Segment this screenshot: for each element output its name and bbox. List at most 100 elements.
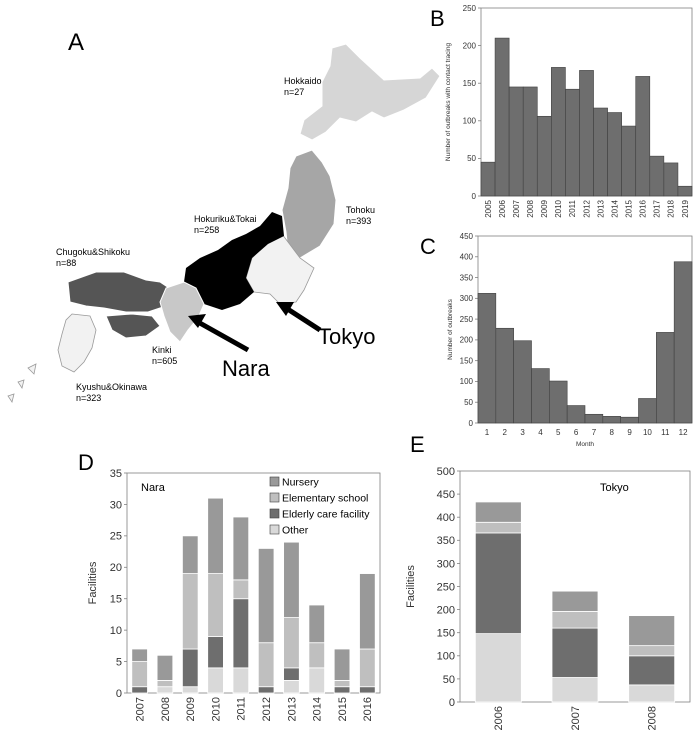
bar-d-nursery-2011 [232,516,250,581]
nara-callout: Nara [222,356,270,381]
bar-b-2009 [536,115,552,197]
bar-b-2007 [508,86,524,197]
bar-c-2 [495,327,514,424]
chart-d-xtick-label: 2009 [185,697,197,721]
bar-d-elementary-school-2008 [156,680,174,688]
bar-d-other-2011 [232,667,250,694]
chart-e-ytick-label: 300 [437,558,455,570]
count-kinki: n=605 [152,356,177,366]
bar-e-elderly-care-facility-2006 [474,532,522,635]
bar-c-7 [584,413,604,424]
chart-e-ylabel: Facilities [405,565,417,608]
chart-c-ytick-label: 400 [460,253,474,262]
chart-c-xtick-label: 10 [643,428,652,437]
chart-d-plot-frame [126,472,381,694]
bar-b-2008 [522,86,538,197]
bar-c-1 [477,293,497,424]
chart-c-ytick-label: 150 [460,356,474,365]
bar-e-elementary-school-2007 [551,611,599,629]
chart-e-ytick-label: 250 [437,581,455,593]
chart-d-ytick-label: 0 [116,688,122,700]
chart-c-ytick-label: 350 [460,273,474,282]
panel-a-label: A [68,29,84,56]
chart-b-xtick-label: 2008 [526,199,535,217]
chart-d-ytick-label: 15 [110,594,122,606]
chart-d-ytick-label: 25 [110,531,122,543]
chart-e-xtick-label: 2008 [647,706,659,730]
legend-swatch-elderly-care-facility [269,508,280,519]
region-kinki [159,281,205,343]
region-tohoku [281,149,337,259]
bar-d-nursery-2012 [257,548,275,644]
legend-label-elementary-school: Elementary school [282,493,368,505]
region-shikoku [105,313,161,339]
bar-b-2011 [565,88,580,197]
bar-d-elementary-school-2014 [308,642,325,669]
legend-label-elderly-care-facility: Elderly care facility [282,509,370,521]
region-okinawa [7,363,37,403]
bar-d-elderly-care-facility-2012 [257,686,275,694]
chart-d-ytick-label: 10 [110,625,122,637]
bar-b-2012 [579,70,594,197]
chart-b-ytick-label: 150 [463,79,477,88]
bar-d-elderly-care-facility-2007 [131,686,148,694]
chart-c-ylabel: Number of outbreaks [447,298,454,359]
bar-e-other-2007 [551,677,599,703]
chart-b-ylabel: Number of outbreaks with contact tracing [445,43,452,162]
chart-e-xtick-label: 2006 [493,706,505,730]
bar-c-10 [638,398,657,424]
chart-c-xtick-label: 7 [592,428,597,437]
region-hokkaido [299,43,441,141]
bar-d-elementary-school-2015 [333,680,351,688]
chart-c-ytick-label: 250 [460,315,474,324]
chart-b-xtick-label: 2019 [681,199,690,217]
chart-c-ytick-label: 300 [460,294,474,303]
chart-d-legend: Nursery Elementary school Elderly care fac… [269,476,370,537]
chart-c-ytick-label: 200 [460,336,474,345]
bar-d-nursery-2013 [283,541,300,618]
bar-b-2017 [649,155,665,197]
bar-b-2019 [677,185,693,197]
legend-swatch-nursery [269,476,280,487]
bar-d-other-2013 [283,680,300,694]
bar-d-nursery-2007 [131,648,148,662]
chart-b-xtick-label: 2009 [540,199,549,217]
bar-b-2013 [593,107,608,197]
chart-b-xtick-label: 2006 [498,199,507,217]
bar-d-elderly-care-facility-2011 [232,598,250,669]
bar-e-elementary-school-2008 [628,645,676,657]
legend-label-other: Other [282,525,309,537]
chart-b-xtick-label: 2014 [610,199,619,217]
bar-d-elderly-care-facility-2009 [182,648,199,688]
bar-b-2016 [635,76,651,197]
chart-e-title: Tokyo [600,482,629,494]
chart-d-ytick-label: 35 [110,468,122,480]
chart-b-xtick-label: 2005 [484,199,493,217]
chart-d-xtick-label: 2014 [312,697,324,721]
tokyo-callout: Tokyo [318,324,375,349]
chart-b-ytick-label: 50 [467,154,476,163]
bar-d-other-2008 [156,686,174,694]
bar-b-2014 [607,112,622,197]
chart-c-xtick-label: 9 [627,428,632,437]
bar-d-nursery-2009 [182,535,199,574]
bar-c-5 [549,380,568,424]
bar-d-nursery-2015 [333,648,351,681]
label-hokuriku-tokai: Hokuriku&Tokai [194,214,257,224]
bar-d-elementary-school-2010 [207,573,224,637]
bar-c-11 [656,332,675,424]
chart-b-ytick-label: 0 [472,192,477,201]
bar-c-9 [620,416,639,424]
chart-e-ytick-label: 100 [437,651,455,663]
chart-b-xtick-label: 2010 [554,199,563,217]
chart-b-xtick-label: 2016 [639,199,648,217]
chart-c-xtick-label: 4 [538,428,543,437]
chart-e-xtick-label: 2007 [570,706,582,730]
bar-d-elderly-care-facility-2015 [333,686,351,694]
bar-d-elderly-care-facility-2016 [359,686,376,694]
bar-b-2010 [551,67,566,197]
